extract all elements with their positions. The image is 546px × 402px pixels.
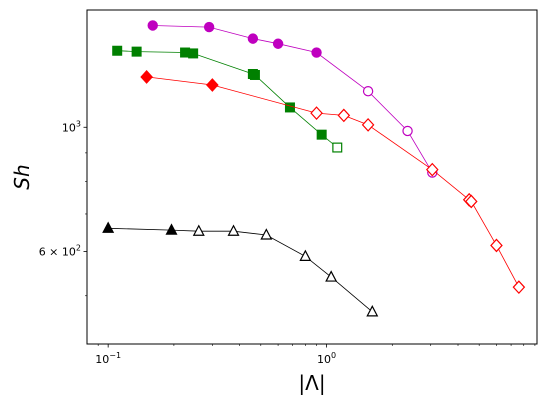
data-point-diamond xyxy=(206,78,219,92)
plot-frame xyxy=(86,9,538,345)
data-point-triangle xyxy=(260,228,273,240)
data-point-square xyxy=(316,129,327,140)
data-point-diamond xyxy=(490,238,503,253)
data-point-square xyxy=(332,142,343,153)
series-line-diamond xyxy=(146,76,520,288)
data-point-circle xyxy=(272,38,284,49)
y-tick-label: 103 xyxy=(62,119,81,134)
data-point-triangle xyxy=(192,224,205,236)
data-point-square xyxy=(284,102,295,113)
data-point-circle xyxy=(362,85,374,97)
series-line-triangle xyxy=(108,227,373,313)
data-point-circle xyxy=(203,21,215,33)
series-line-square xyxy=(117,50,338,148)
series-line-circle xyxy=(152,25,433,173)
data-point-circle xyxy=(247,33,259,44)
data-point-circle xyxy=(402,125,413,137)
data-point-square xyxy=(131,46,142,57)
data-point-triangle xyxy=(165,223,178,235)
data-point-square xyxy=(112,45,123,56)
x-tick-label: 10−1 xyxy=(95,351,121,366)
data-point-diamond xyxy=(140,70,153,84)
data-point-triangle xyxy=(299,249,312,261)
data-point-diamond xyxy=(464,194,478,209)
data-point-circle xyxy=(147,20,158,31)
data-point-triangle xyxy=(102,221,115,233)
data-point-diamond xyxy=(512,280,526,295)
ticks-layer: 10−1 100 6 × 102 103 xyxy=(39,119,536,366)
data-point-diamond xyxy=(337,108,351,123)
data-point-diamond xyxy=(310,106,323,120)
y-tick-label: 6 × 102 xyxy=(39,243,81,258)
x-axis-label: |Λ| xyxy=(298,371,325,395)
data-point-diamond xyxy=(361,117,375,132)
y-axis-label: Sh xyxy=(10,164,34,189)
data-point-triangle xyxy=(227,224,240,236)
x-tick-label: 100 xyxy=(317,351,336,366)
data-point-circle xyxy=(311,47,322,58)
data-point-square xyxy=(188,48,199,59)
data-point-diamond xyxy=(425,162,439,177)
data-point-square xyxy=(249,69,260,80)
series-layer xyxy=(102,20,526,317)
data-point-triangle xyxy=(366,305,379,317)
data-point-triangle xyxy=(325,270,338,282)
